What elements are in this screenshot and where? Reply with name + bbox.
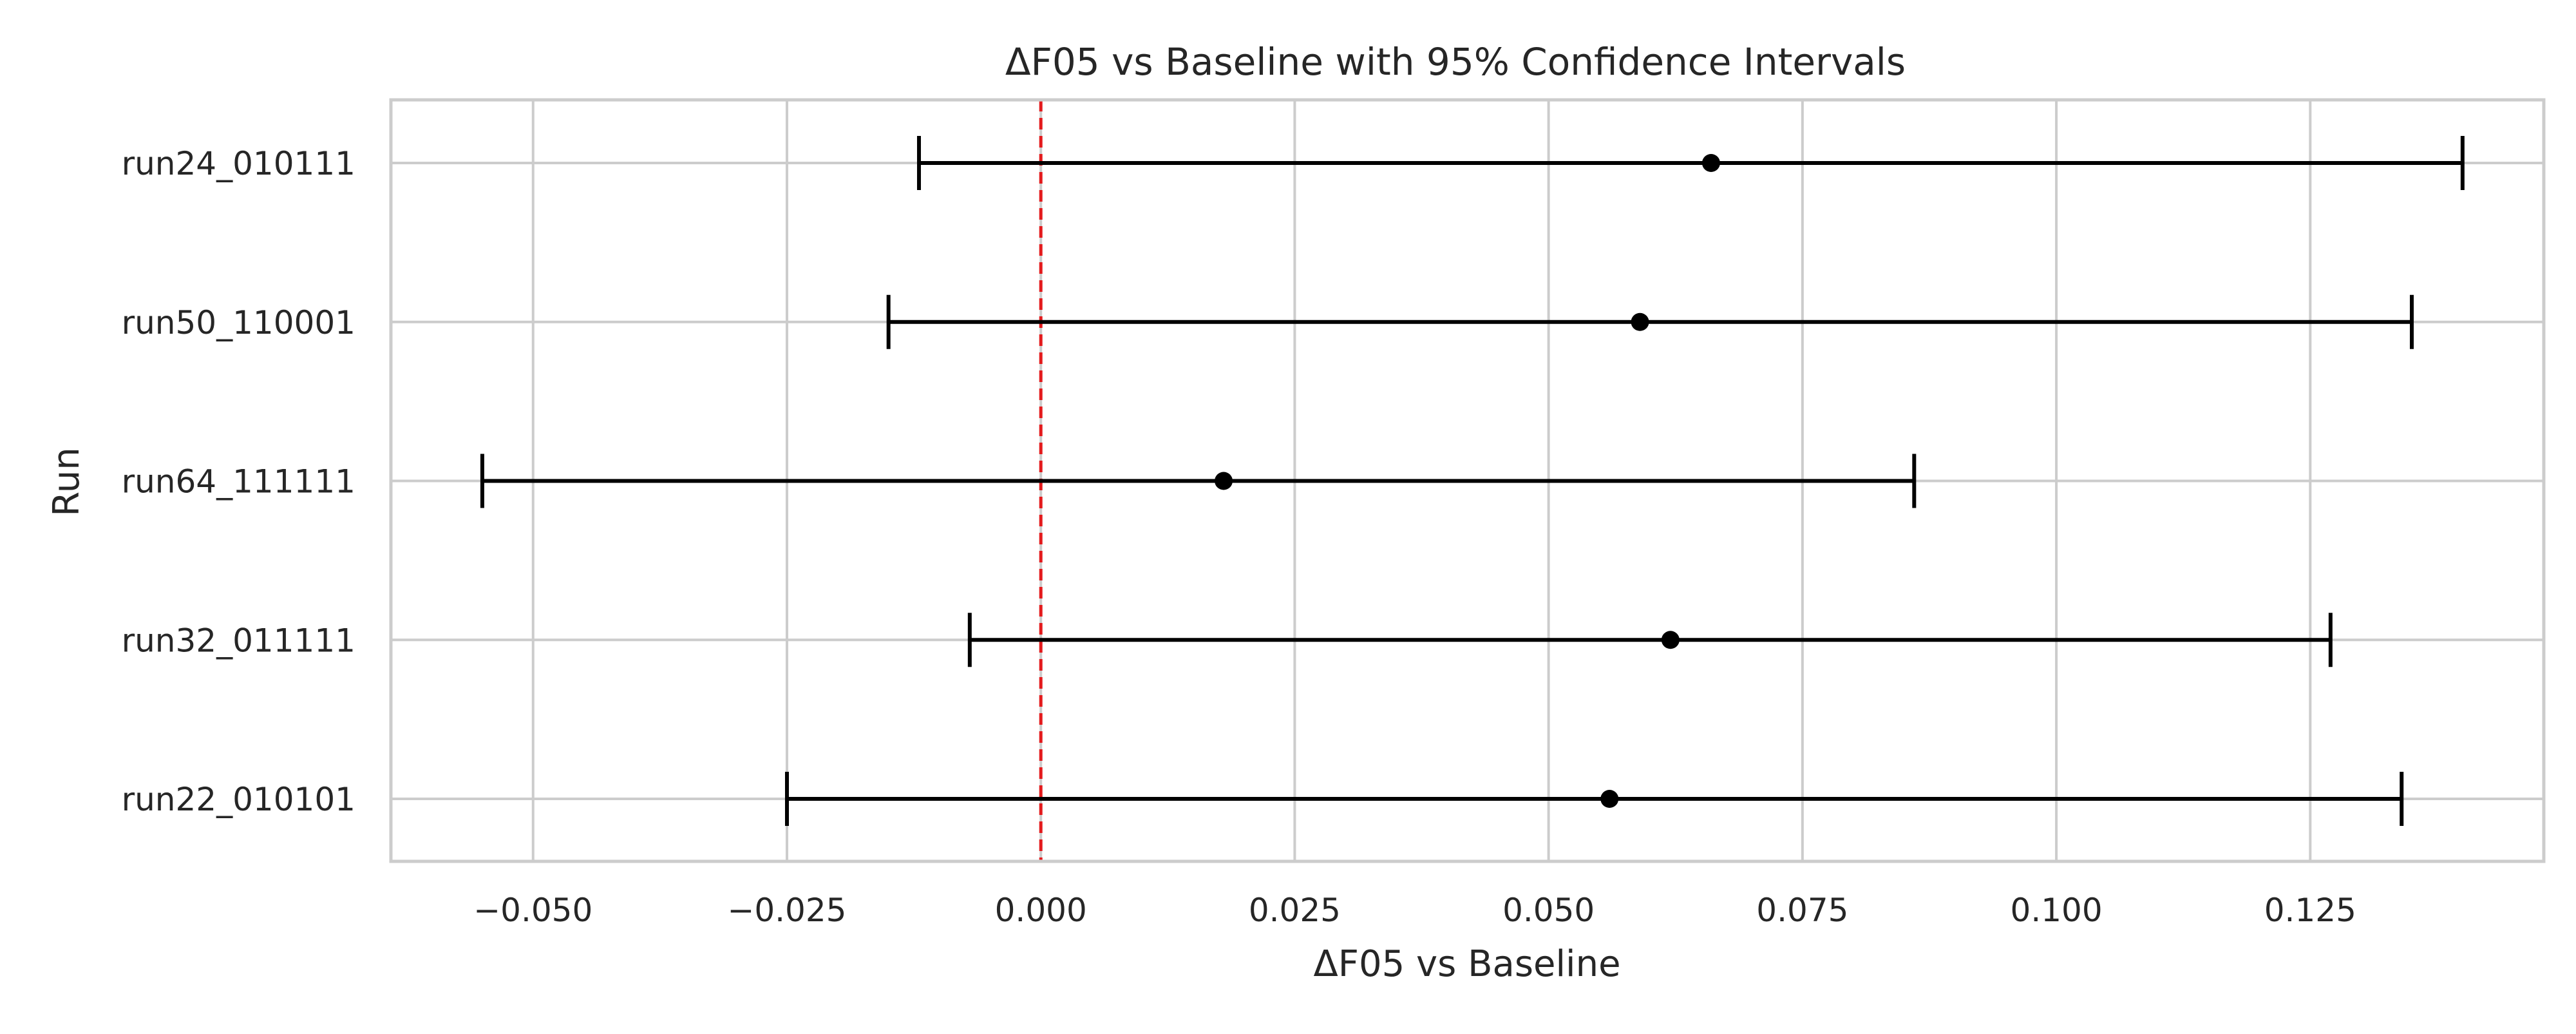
error-bar-run22_010101 [784,772,2404,826]
x-tick-label: 0.075 [1756,892,1848,929]
plot-frame [389,98,2546,863]
y-tick-label: run64_111111 [122,463,355,501]
x-tick-label: 0.100 [2011,892,2103,929]
x-tick-label: 0.050 [1502,892,1595,929]
tick-labels-layer: −0.050 −0.025 0.000 0.025 0.050 0.075 0.100 0.1… [122,145,2356,929]
x-tick-label: −0.050 [473,892,592,929]
y-axis-label: Run [46,447,88,516]
y-tick-label: run24_010111 [122,145,355,182]
point-estimate [1701,154,1720,172]
error-bar-run24_010111 [916,136,2465,190]
chart-title: ΔF05 vs Baseline with 95% Confidence Int… [1005,40,1906,84]
y-tick-label: run50_110001 [122,304,355,341]
point-estimate [1631,312,1649,331]
error-bar-run64_111111 [480,454,1917,508]
x-axis-label: ΔF05 vs Baseline [1313,943,1620,985]
error-bar-run50_110001 [886,294,2414,349]
point-estimate [1215,472,1233,490]
y-tick-label: run32_011111 [122,622,355,659]
point-estimate [1661,631,1680,649]
x-tick-label: −0.025 [727,892,846,929]
x-tick-label: 0.025 [1249,892,1341,929]
y-tick-label: run22_010101 [122,781,355,818]
error-bars-layer [480,136,2465,826]
x-tick-label: 0.125 [2264,892,2356,929]
x-tick-label: 0.000 [995,892,1087,929]
point-estimate [1600,790,1619,808]
error-bar-run32_011111 [967,613,2333,667]
